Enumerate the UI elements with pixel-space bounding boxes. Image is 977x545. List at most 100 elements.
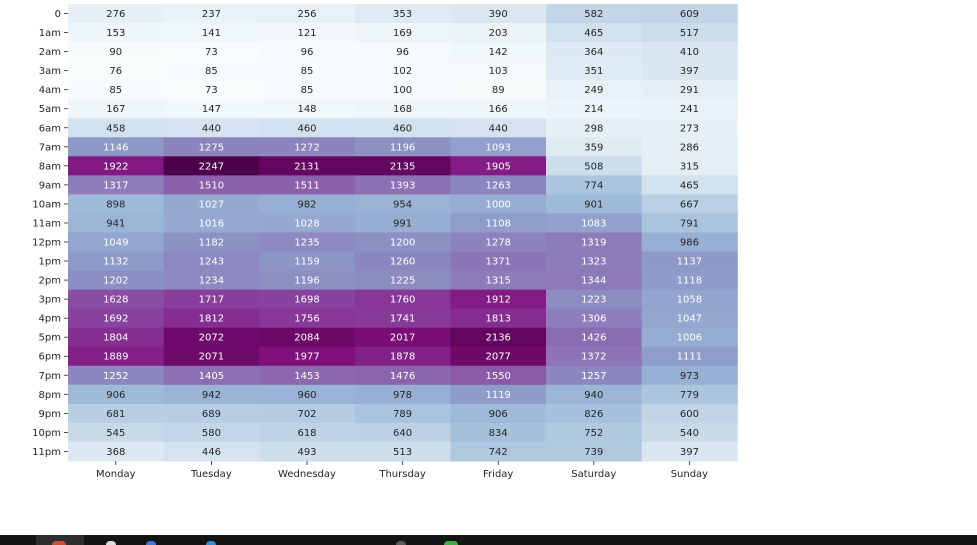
heatmap-cell-label: 2084 (294, 333, 319, 344)
heatmap-cell (259, 384, 356, 405)
heatmap-cell-label: 96 (301, 47, 314, 58)
vscode-icon[interactable] (206, 541, 216, 545)
edge-icon[interactable] (146, 541, 156, 545)
heatmap-cell (641, 365, 738, 386)
heatmap-cell-label: 906 (106, 390, 125, 401)
heatmap-cell (259, 23, 356, 43)
heatmap-cell (68, 403, 165, 424)
heatmap-cell (259, 422, 356, 443)
heatmap-cell (450, 99, 547, 119)
heatmap-cell (546, 175, 643, 195)
heatmap-cell-label: 1426 (581, 333, 606, 344)
y-tick-label: 3pm (39, 295, 61, 306)
file-icon[interactable] (106, 541, 116, 545)
heatmap-cell-label: 102 (393, 66, 412, 77)
heatmap-cell (163, 384, 260, 405)
heatmap-cell (354, 365, 451, 386)
y-tick-label: 8am (39, 161, 61, 172)
heatmap-cell-label: 513 (393, 447, 412, 458)
heatmap-cell (68, 23, 165, 43)
heatmap-cell (354, 23, 451, 43)
heatmap-cell-label: 298 (584, 123, 603, 134)
app-icon[interactable] (396, 541, 406, 545)
heatmap-cell (641, 23, 738, 43)
heatmap-cell-label: 1146 (103, 142, 128, 153)
taskbar (0, 535, 977, 545)
heatmap-cell-label: 1252 (103, 371, 128, 382)
heatmap-cell-label: 364 (584, 47, 603, 58)
heatmap-cell (546, 365, 643, 386)
heatmap-cell (163, 251, 260, 272)
heatmap-cell (450, 346, 547, 367)
heatmap-cell (259, 213, 356, 234)
heatmap-cell-label: 460 (297, 123, 316, 134)
heatmap-cell (68, 327, 165, 348)
heatmap-cell-label: 834 (489, 428, 508, 439)
heatmap-cell-label: 1234 (199, 276, 224, 287)
heatmap-cell (546, 156, 643, 176)
heatmap-cell (259, 308, 356, 329)
heatmap-cell (450, 156, 547, 176)
heatmap-cell-label: 742 (489, 447, 508, 458)
heatmap-cell (354, 61, 451, 81)
heatmap-cell (354, 118, 451, 138)
browser-icon[interactable] (52, 541, 66, 545)
heatmap-cell-label: 954 (393, 199, 412, 210)
heatmap-cell-label: 609 (680, 9, 699, 20)
y-tick-label: 12pm (32, 238, 61, 249)
heatmap-cell (546, 137, 643, 157)
heatmap-cell-label: 986 (680, 238, 699, 249)
heatmap-cell (354, 175, 451, 195)
heatmap-cell (163, 118, 260, 138)
heatmap-cell-label: 1405 (199, 371, 224, 382)
x-tick-label: Sunday (671, 469, 708, 480)
heatmap-cell-label: 941 (106, 218, 125, 229)
heatmap-cell (641, 118, 738, 138)
heatmap-cell-label: 1717 (199, 295, 224, 306)
heatmap-cell-label: 1159 (294, 257, 319, 268)
heatmap-cell-label: 460 (393, 123, 412, 134)
heatmap-cell (68, 61, 165, 81)
heatmap-cell-label: 942 (202, 390, 221, 401)
spotify-icon[interactable] (444, 541, 458, 545)
heatmap-cell-label: 1760 (390, 295, 415, 306)
y-tick-label: 6am (39, 123, 61, 134)
heatmap-cell-label: 1698 (294, 295, 319, 306)
taskbar-active-app-button[interactable] (36, 535, 84, 545)
heatmap-cell-label: 315 (680, 161, 699, 172)
heatmap-cell (68, 156, 165, 176)
heatmap-cell-label: 508 (584, 161, 603, 172)
heatmap-cell-label: 1912 (485, 295, 510, 306)
heatmap-cell-label: 982 (297, 199, 316, 210)
heatmap-cell-label: 256 (297, 9, 316, 20)
heatmap-cell-label: 397 (680, 66, 699, 77)
heatmap-cell (163, 61, 260, 81)
heatmap-cell-label: 291 (680, 85, 699, 96)
heatmap-cell-label: 85 (205, 66, 218, 77)
heatmap-cell (354, 251, 451, 272)
heatmap-cell-label: 465 (680, 180, 699, 191)
heatmap-cell-label: 1000 (485, 199, 510, 210)
heatmap-cell (354, 80, 451, 100)
heatmap-cell (68, 232, 165, 253)
heatmap-cell (163, 441, 260, 462)
heatmap-cell-label: 458 (106, 123, 125, 134)
heatmap-cell-label: 1812 (199, 314, 224, 325)
heatmap-cell-label: 1878 (390, 352, 415, 363)
heatmap-cell (546, 441, 643, 462)
heatmap-cell-label: 1278 (485, 238, 510, 249)
heatmap-cell (68, 4, 165, 24)
heatmap-cell (450, 194, 547, 215)
heatmap-cell-label: 85 (301, 66, 314, 77)
heatmap-cell-label: 1344 (581, 276, 606, 287)
heatmap-cell (259, 403, 356, 424)
heatmap-cell-label: 1889 (103, 352, 128, 363)
y-tick-label: 11pm (32, 447, 61, 458)
heatmap-cell (259, 289, 356, 310)
heatmap-cell-label: 397 (680, 447, 699, 458)
heatmap-cell (641, 80, 738, 100)
heatmap-cell-label: 2072 (199, 333, 224, 344)
heatmap-cell-label: 493 (297, 447, 316, 458)
heatmap-cell-label: 1905 (485, 161, 510, 172)
y-tick-label: 2am (39, 47, 61, 58)
